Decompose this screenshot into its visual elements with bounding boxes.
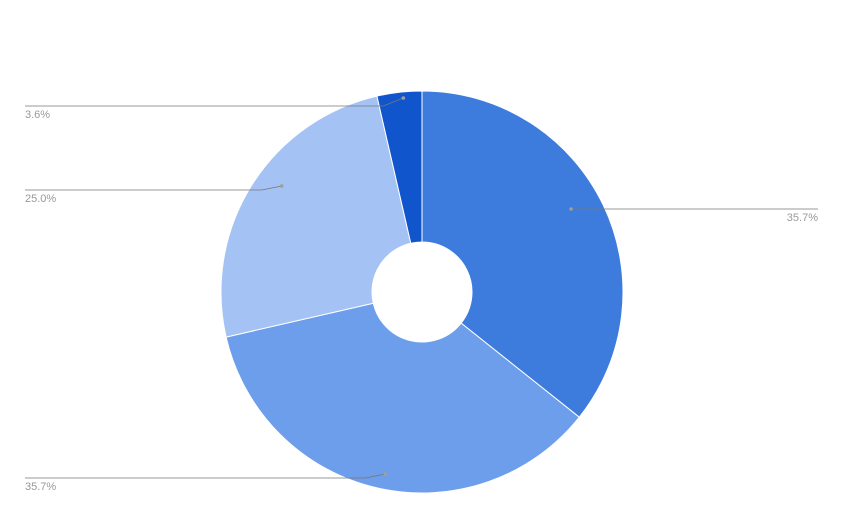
data-label-1: 35.7% xyxy=(787,212,818,224)
chart-data-labels: 35.7% 35.7% 25.0% 3.6% xyxy=(25,109,818,493)
data-label-4: 3.6% xyxy=(25,109,50,121)
leader-dot-4 xyxy=(401,96,406,100)
leader-dot-1 xyxy=(569,207,573,211)
pie-slice-4[interactable] xyxy=(376,90,423,244)
leader-line-3 xyxy=(25,185,282,191)
leader-line-4 xyxy=(25,97,404,107)
leader-dot-3 xyxy=(279,184,284,188)
leader-line-2 xyxy=(25,473,386,479)
leader-dot-2 xyxy=(383,472,388,476)
data-label-2: 35.7% xyxy=(25,481,56,493)
chart-slices xyxy=(220,90,624,494)
pie-slice-1[interactable] xyxy=(421,90,624,418)
pie-slice-3[interactable] xyxy=(220,95,412,338)
chart-leader-lines xyxy=(25,96,818,479)
pie-slice-2[interactable] xyxy=(225,302,580,494)
data-label-3: 25.0% xyxy=(25,193,56,205)
